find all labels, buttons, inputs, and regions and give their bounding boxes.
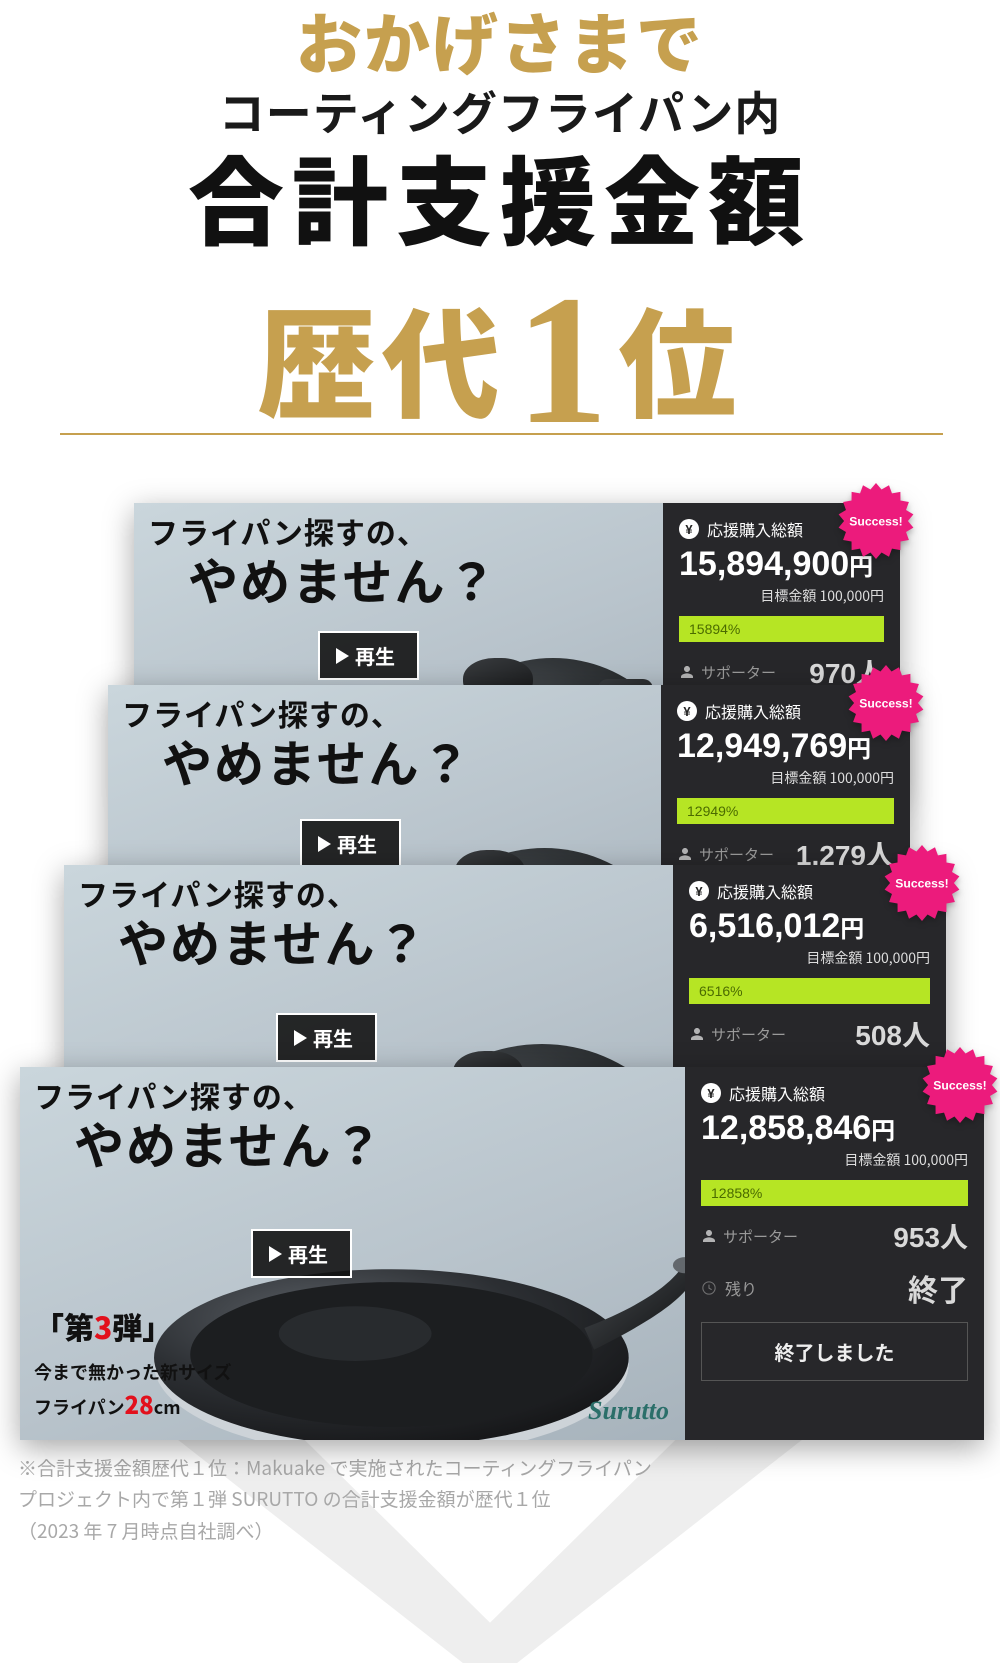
svg-text:Success!: Success! bbox=[933, 1079, 986, 1093]
svg-text:Success!: Success! bbox=[895, 877, 948, 891]
svg-text:Success!: Success! bbox=[859, 697, 912, 711]
svg-text:Success!: Success! bbox=[849, 515, 902, 529]
